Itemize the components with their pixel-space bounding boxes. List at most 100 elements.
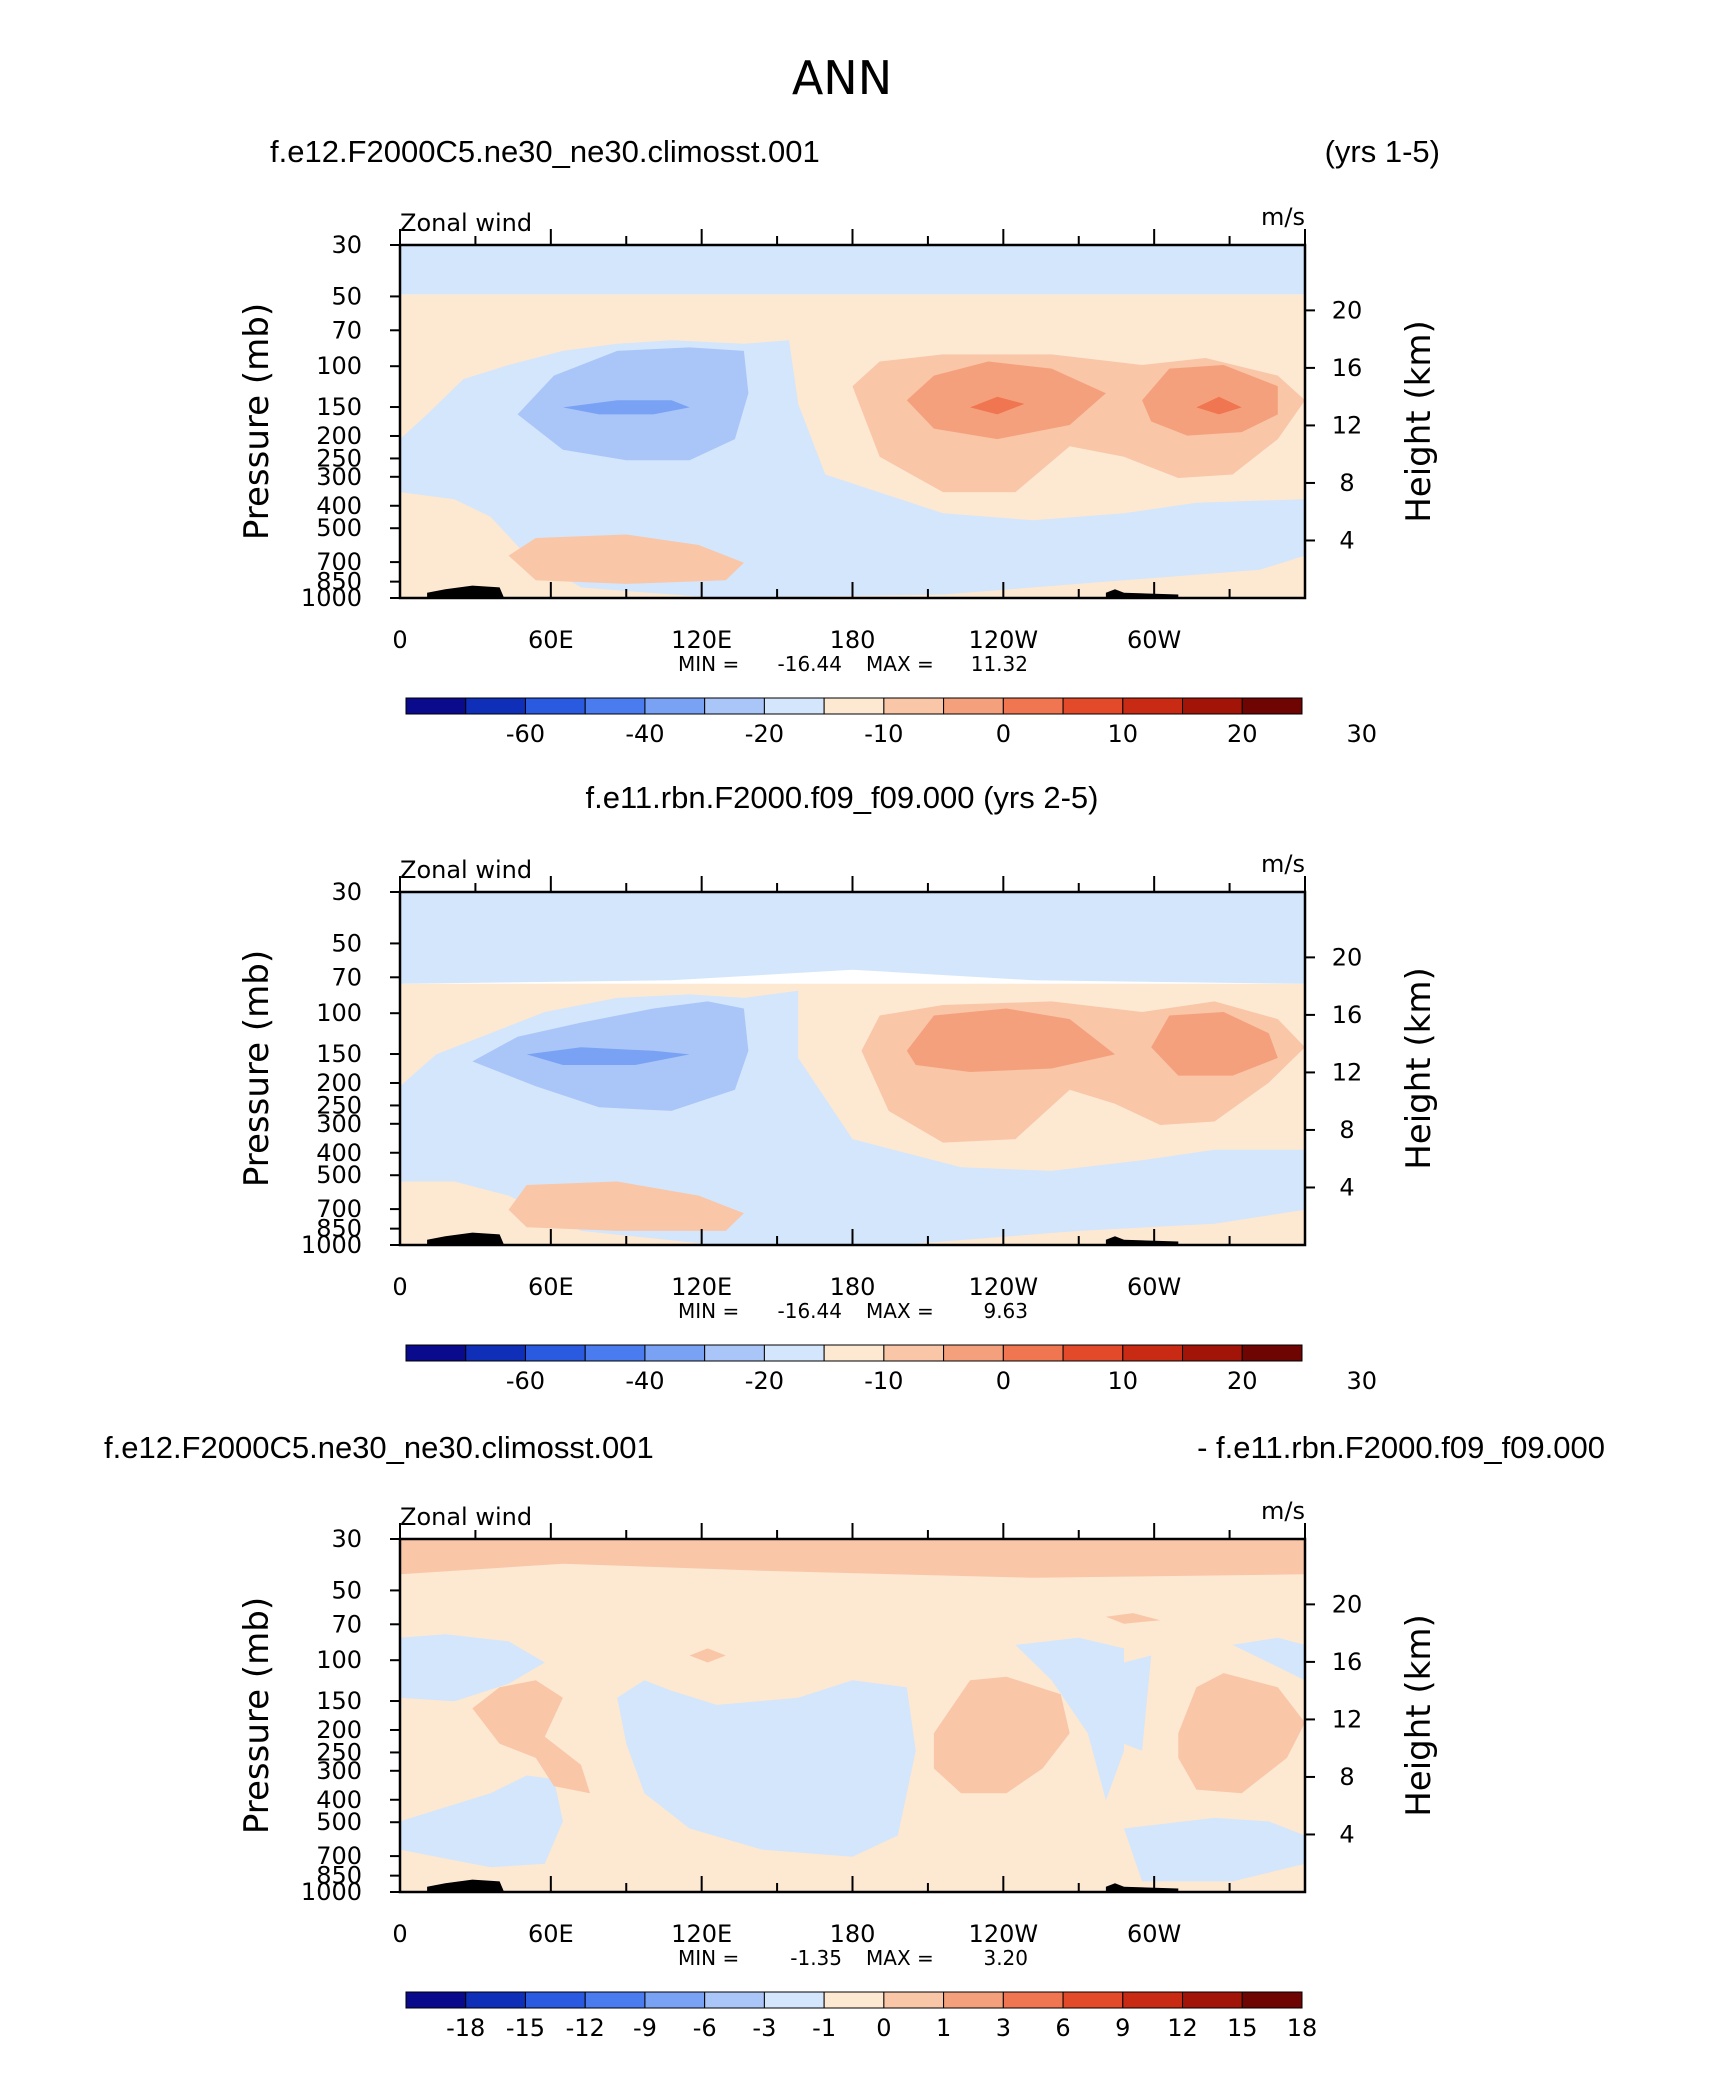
colorbar-swatch	[465, 697, 526, 715]
colorbar-swatch	[644, 1344, 706, 1362]
run-label-left: f.e11.rbn.F2000.f09_f09.000 (yrs 2-5)	[586, 780, 1099, 815]
variable-label: Zonal wind	[400, 856, 532, 884]
pressure-tick-label: 70	[331, 1610, 362, 1638]
colorbar-swatch	[1062, 1344, 1124, 1362]
variable-label: Zonal wind	[400, 1503, 532, 1531]
colorbar: -60 -40 -20 -10 0 10 20 30	[405, 1344, 1377, 1395]
colorbar-swatch	[644, 1991, 706, 2009]
contour-fills	[400, 245, 1305, 598]
contour-region-5	[1015, 1637, 1124, 1801]
colorbar-swatch	[823, 1344, 885, 1362]
y-axis-title-right: Height (km)	[1399, 967, 1439, 1170]
topography-africa	[427, 1879, 505, 1892]
colorbar-swatch	[405, 697, 467, 715]
colorbar-label: -18	[446, 2014, 485, 2042]
colorbar-label: 1	[936, 2014, 951, 2042]
colorbar-swatch	[943, 1344, 1004, 1362]
contour-region-9	[508, 1181, 744, 1231]
max-value: 3.20	[983, 1946, 1028, 1970]
colorbar-swatch	[1002, 697, 1064, 715]
height-tick-label: 16	[1332, 354, 1363, 382]
max-label: MAX =	[866, 1946, 934, 1970]
pressure-tick-label: 30	[331, 231, 362, 259]
colorbar-label: 3	[996, 2014, 1011, 2042]
colorbar-swatch	[1182, 1344, 1243, 1362]
colorbar-swatch	[943, 1991, 1004, 2009]
topography-africa	[427, 585, 505, 598]
height-tick-label: 8	[1339, 1116, 1354, 1144]
contour-region-2	[400, 1539, 1305, 1578]
pressure-tick-label: 1000	[301, 1231, 362, 1259]
variable-label: Zonal wind	[400, 209, 532, 237]
contour-region-3	[400, 1634, 545, 1702]
colorbar-swatch	[1002, 1344, 1064, 1362]
lon-tick-label: 120E	[671, 1273, 732, 1301]
lon-tick-label: 60W	[1127, 1920, 1181, 1948]
colorbar-swatch	[763, 1991, 825, 2009]
colorbar-label: -10	[864, 720, 903, 748]
height-tick-label: 16	[1332, 1648, 1363, 1676]
pressure-tick-label: 50	[331, 929, 362, 957]
lon-tick-label: 180	[830, 626, 876, 654]
colorbar: -18 -15 -12 -9 -6 -3 -1 0 1 3 6 9 12 15 18	[405, 1991, 1317, 2042]
contour-region-13	[1105, 1613, 1161, 1624]
colorbar-swatch	[1241, 1991, 1303, 2009]
topography-andes	[1105, 1883, 1179, 1892]
height-tick-label: 4	[1339, 1820, 1354, 1848]
pressure-tick-label: 150	[316, 393, 362, 421]
height-tick-label: 12	[1332, 411, 1363, 439]
colorbar-swatch	[704, 1344, 765, 1362]
colorbar-swatch	[1122, 697, 1184, 715]
pressure-tick-label: 50	[331, 1576, 362, 1604]
pressure-tick-label: 500	[316, 1161, 362, 1189]
contour-region-10	[472, 1680, 590, 1794]
colorbar-label: -9	[633, 2014, 657, 2042]
colorbar-swatch	[1182, 697, 1243, 715]
lon-tick-label: 120E	[671, 626, 732, 654]
colorbar-label: 9	[1115, 2014, 1130, 2042]
pressure-tick-label: 250	[316, 1738, 362, 1766]
contour-region-8	[1151, 1012, 1278, 1076]
pressure-tick-label: 400	[316, 492, 362, 520]
lon-tick-label: 0	[392, 1273, 407, 1301]
panel-3: f.e12.F2000C5.ne30_ne30.climosst.001 - f.…	[104, 1430, 1605, 2042]
height-tick-label: 8	[1339, 469, 1354, 497]
height-tick-label: 20	[1332, 943, 1363, 971]
y-axis-title-right: Height (km)	[1399, 1614, 1439, 1817]
pressure-tick-label: 30	[331, 878, 362, 906]
lon-tick-label: 180	[830, 1273, 876, 1301]
pressure-tick-label: 700	[316, 1842, 362, 1870]
pressure-tick-label: 700	[316, 1195, 362, 1223]
lon-tick-label: 60E	[528, 1273, 574, 1301]
pressure-tick-label: 1000	[301, 1878, 362, 1906]
colorbar-label: 30	[1346, 1367, 1377, 1395]
lon-tick-label: 60E	[528, 1920, 574, 1948]
contour-fills	[400, 892, 1305, 1245]
contour-region-8	[1142, 365, 1278, 436]
pressure-tick-label: 700	[316, 548, 362, 576]
height-tick-label: 20	[1332, 296, 1363, 324]
contour-fills	[400, 1539, 1305, 1892]
pressure-tick-label: 200	[316, 1716, 362, 1744]
colorbar-swatch	[405, 1991, 467, 2009]
contour-region-5	[562, 400, 690, 415]
pressure-tick-label: 400	[316, 1139, 362, 1167]
pressure-tick-label: 250	[316, 444, 362, 472]
colorbar-label: 10	[1108, 1367, 1139, 1395]
colorbar-swatch	[584, 1991, 646, 2009]
pressure-tick-label: 100	[316, 352, 362, 380]
colorbar-label: -15	[506, 2014, 545, 2042]
contour-region-7	[906, 1008, 1115, 1072]
pressure-tick-label: 150	[316, 1687, 362, 1715]
colorbar-swatch	[524, 697, 586, 715]
min-label: MIN =	[678, 652, 739, 676]
height-tick-label: 20	[1332, 1590, 1363, 1618]
panels: f.e12.F2000C5.ne30_ne30.climosst.001 (yrs…	[104, 134, 1605, 2042]
panel-1: f.e12.F2000C5.ne30_ne30.climosst.001 (yrs…	[237, 134, 1440, 748]
contour-region-6	[1124, 1655, 1152, 1751]
max-value: 9.63	[983, 1299, 1028, 1323]
units-label: m/s	[1261, 203, 1305, 231]
pressure-tick-label: 1000	[301, 584, 362, 612]
colorbar-label: 15	[1227, 2014, 1258, 2042]
